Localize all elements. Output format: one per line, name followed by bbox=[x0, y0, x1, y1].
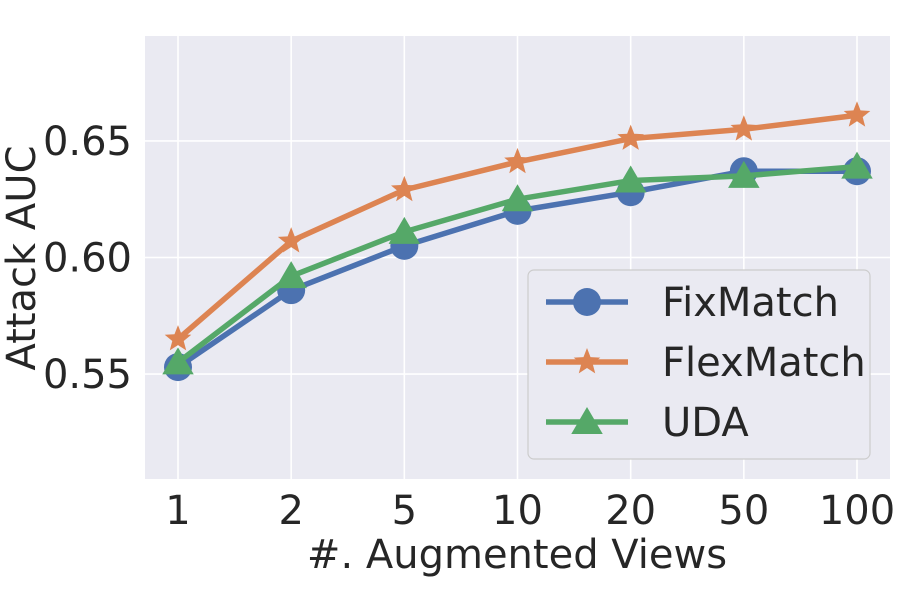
series-flexmatch bbox=[164, 101, 871, 351]
legend: FixMatch FlexMatch UDA bbox=[527, 269, 871, 460]
x-tick-label: 1 bbox=[165, 488, 190, 534]
data-point-triangle bbox=[841, 151, 873, 179]
x-tick-label: 20 bbox=[605, 488, 656, 534]
y-tick-label: 0.60 bbox=[43, 236, 132, 282]
legend-items: FixMatch FlexMatch UDA bbox=[546, 280, 866, 446]
legend-item: FixMatch bbox=[546, 280, 839, 326]
data-point-star bbox=[730, 115, 758, 141]
legend-box bbox=[527, 269, 871, 460]
data-point-triangle bbox=[388, 216, 421, 244]
data-point-triangle bbox=[275, 261, 307, 289]
series-uda bbox=[162, 151, 873, 375]
data-point-triangle bbox=[728, 160, 760, 188]
legend-label: FixMatch bbox=[662, 280, 839, 326]
data-point-triangle bbox=[614, 165, 647, 193]
x-tick-label: 100 bbox=[819, 488, 895, 534]
legend-label: UDA bbox=[662, 400, 749, 446]
x-tick-label: 5 bbox=[392, 488, 417, 534]
y-tick-label: 0.55 bbox=[43, 352, 132, 398]
legend-marker-triangle bbox=[571, 407, 603, 434]
x-tick-label: 2 bbox=[278, 488, 303, 534]
legend-item: UDA bbox=[546, 400, 749, 446]
legend-item: FlexMatch bbox=[546, 340, 866, 386]
legend-label: FlexMatch bbox=[662, 340, 866, 386]
series-layer bbox=[162, 101, 873, 382]
x-ticks: 1 2 5 10 20 50 100 bbox=[165, 488, 895, 534]
y-axis-label: Attack AUC bbox=[0, 146, 45, 371]
x-tick-label: 10 bbox=[492, 488, 543, 534]
data-point-triangle bbox=[501, 184, 534, 212]
data-point-star bbox=[504, 147, 531, 174]
legend-marker-star bbox=[573, 348, 601, 374]
data-point-star bbox=[277, 227, 305, 253]
x-axis-label: #. Augmented Views bbox=[307, 532, 727, 578]
data-point-star bbox=[843, 101, 871, 127]
data-point-star bbox=[617, 124, 644, 150]
data-point-triangle bbox=[162, 347, 194, 375]
x-tick-label: 50 bbox=[718, 488, 769, 534]
y-ticks: 0.55 0.60 0.65 bbox=[43, 119, 132, 398]
data-point-star bbox=[391, 175, 418, 202]
y-tick-label: 0.65 bbox=[43, 119, 132, 165]
legend-marker-circle bbox=[573, 288, 601, 316]
data-point-star bbox=[164, 325, 192, 351]
